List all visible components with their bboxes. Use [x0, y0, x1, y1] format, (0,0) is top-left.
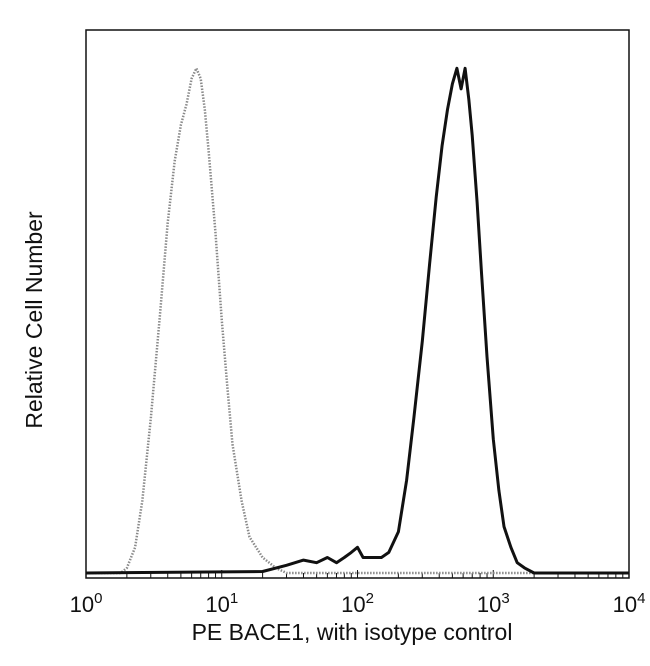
- x-tick-labels: 100 101 102 103 104: [70, 590, 646, 617]
- x-tick-label: 104: [613, 590, 646, 617]
- isotype-control-line: [86, 67, 629, 575]
- x-tick-label: 100: [70, 590, 103, 617]
- plot-frame: [85, 29, 630, 579]
- x-tick-label: 102: [341, 590, 374, 617]
- bace1-line: [85, 66, 629, 575]
- x-axis-label: PE BACE1, with isotype control: [192, 619, 513, 645]
- x-tick-label: 103: [477, 590, 510, 617]
- y-axis-label: Relative Cell Number: [21, 211, 47, 429]
- x-tick-label: 101: [205, 590, 238, 617]
- series-layer: [85, 66, 629, 575]
